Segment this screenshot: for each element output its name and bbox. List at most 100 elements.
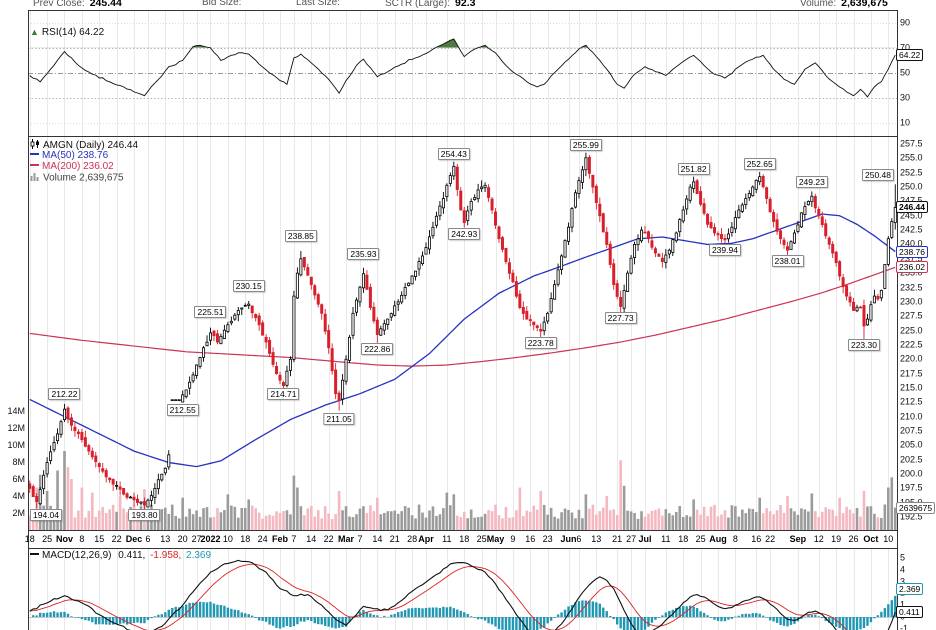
price-axis-label: 217.5 [900,368,923,379]
prev-close-field: Prev Close: 245.44 [33,0,122,9]
last-value-badge: 246.44 [896,201,928,214]
date-axis-label: 6 [576,534,582,544]
volume-axis-label: 10M [7,440,25,450]
price-callout-label: 250.48 [862,168,894,181]
macd-line-icon [30,553,39,556]
date-axis-label: 26 [848,534,859,544]
date-axis-label: 22 [765,534,776,544]
price-axis-label: 225.0 [900,325,923,336]
price-callout-label: 255.99 [569,138,602,151]
volume-legend-label: Volume 2,639,675 [43,172,124,184]
price-axis-label: 242.5 [900,224,923,235]
date-axis-label: 18 [459,534,470,544]
date-axis-label: 21 [389,534,400,544]
date-axis-label: 25 [476,534,487,544]
date-axis-label: 7 [357,534,363,544]
price-callout-label: 239.94 [708,244,741,257]
price-callout-label: 214.71 [267,387,300,400]
price-callout-label: 238.85 [284,230,317,243]
ma200-line-icon [30,164,39,167]
price-axis-label: 232.5 [900,282,923,292]
macd-legend-label: MACD(12,26,9) [42,550,112,561]
price-callout-label: 212.22 [48,387,81,400]
date-axis-label: 13 [160,534,171,544]
date-axis-label: 13 [591,534,602,544]
prev-close-label: Prev Close: [33,0,85,9]
last-value-badge: 64.22 [896,49,924,62]
date-axis-label: 25 [42,534,53,544]
date-axis-label: Dec [125,534,143,544]
rsi-legend-text: RSI(14) 64.22 [41,27,105,38]
prev-close-value: 245.44 [89,0,122,9]
date-axis-label: 27 [626,534,637,544]
price-axis-label: 207.5 [900,425,923,436]
date-axis-label: 14 [306,534,317,544]
macd-axis-label: 4 [900,564,906,575]
price-axis-label: 202.5 [900,454,923,465]
last-size-label: Last Size: [296,0,340,8]
last-value-badge: 236.02 [896,261,928,274]
price-axis-label: 220.0 [900,353,923,364]
date-axis-label: 9 [510,534,516,544]
date-axis-label: 7 [291,534,297,544]
price-axis-label: 215.0 [900,382,923,393]
date-axis-label: 12 [813,534,824,544]
price-callout-label: 235.93 [347,247,380,260]
candlestick-icon [30,139,40,152]
volume-axis-label: 6M [12,474,25,484]
price-axis-label: 257.5 [900,138,923,149]
last-value-badge: 2.369 [896,583,924,596]
price-axis-label: 212.5 [900,396,923,407]
price-callout-label: 194.04 [30,509,62,522]
price-callout-label: 211.05 [323,412,355,425]
rsi-axis-label: 30 [900,92,911,103]
date-axis-label: 16 [751,534,762,544]
price-axis-label: 200.0 [900,468,923,479]
volume-axis-label: 2M [12,508,25,518]
ma50-line-icon [30,153,39,156]
sctr-value: 92.3 [455,0,476,9]
date-axis-label: 25 [695,534,706,544]
date-axis-label: 27 [191,534,202,544]
rsi-axis-label: 90 [900,17,911,28]
bid-size-label: Bid Size: [202,0,242,8]
price-axis-label: 192.5 [900,511,923,522]
date-axis-label: 6 [145,534,151,544]
price-callout-label: 254.43 [437,148,470,161]
volume-axis-label: 12M [7,423,25,433]
price-callout-label: 225.51 [194,306,227,319]
price-callout-label: 223.30 [847,338,880,351]
price-axis-label: 247.5 [900,196,923,206]
rsi-legend: ▲ RSI(14) 64.22 [30,27,104,38]
macd-axis-label: 1 [900,599,906,610]
price-callout-label: 251.82 [677,163,710,176]
date-axis-label: May [486,534,505,544]
date-axis-label: 11 [661,534,671,544]
rsi-axis-label: 10 [900,117,911,128]
date-axis-label: Aug [709,534,727,544]
last-size-field: Last Size: [296,0,340,8]
date-axis-label: 8 [732,534,738,544]
price-axis-label: 252.5 [900,167,923,178]
price-axis-label: 237.5 [900,253,923,264]
price-callout-label: 227.73 [604,311,637,324]
macd-axis-label: 5 [900,552,906,563]
date-axis-label: Mar [338,534,355,544]
date-axis-label: 19 [831,534,842,544]
date-axis-label: 18 [678,534,689,544]
date-axis-label: 18 [240,534,251,544]
macd-legend: MACD(12,26,9) 0.411, -1.958, 2.369 [30,550,211,561]
price-axis-label: 240.0 [900,238,923,249]
date-axis-label: Sep [789,534,807,544]
date-axis-label: 28 [407,534,418,544]
price-callout-label: 242.93 [448,228,481,241]
symbol-legend-row: AMGN (Daily) 246.44 [30,139,138,152]
last-value-badge: 238.76 [896,245,928,258]
price-callout-label: 230.15 [232,280,265,293]
last-value-badge: 2639675 [896,501,936,514]
date-axis-label: 10 [222,534,233,544]
date-axis-label: 24 [257,534,268,544]
volume-field: Volume: 2,639,675 [800,0,888,9]
